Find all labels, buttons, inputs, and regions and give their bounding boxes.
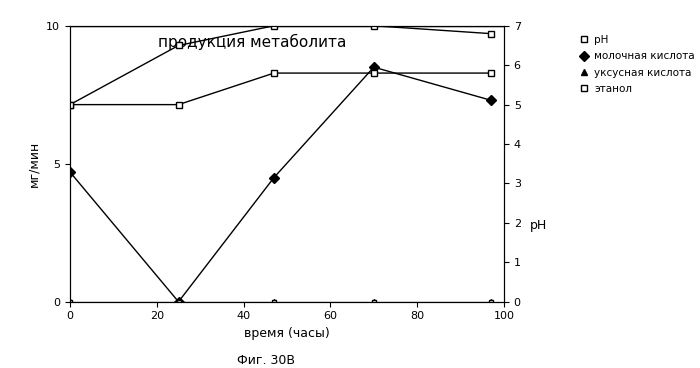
- Y-axis label: pH: pH: [530, 219, 547, 232]
- Y-axis label: мг/мин: мг/мин: [28, 141, 41, 187]
- Text: Фиг. 30В: Фиг. 30В: [237, 354, 295, 367]
- Legend: pH, молочная кислота, уксусная кислота, этанол: pH, молочная кислота, уксусная кислота, …: [574, 31, 699, 98]
- X-axis label: время (часы): время (часы): [244, 327, 330, 340]
- Text: продукция метаболита: продукция метаболита: [158, 34, 346, 50]
